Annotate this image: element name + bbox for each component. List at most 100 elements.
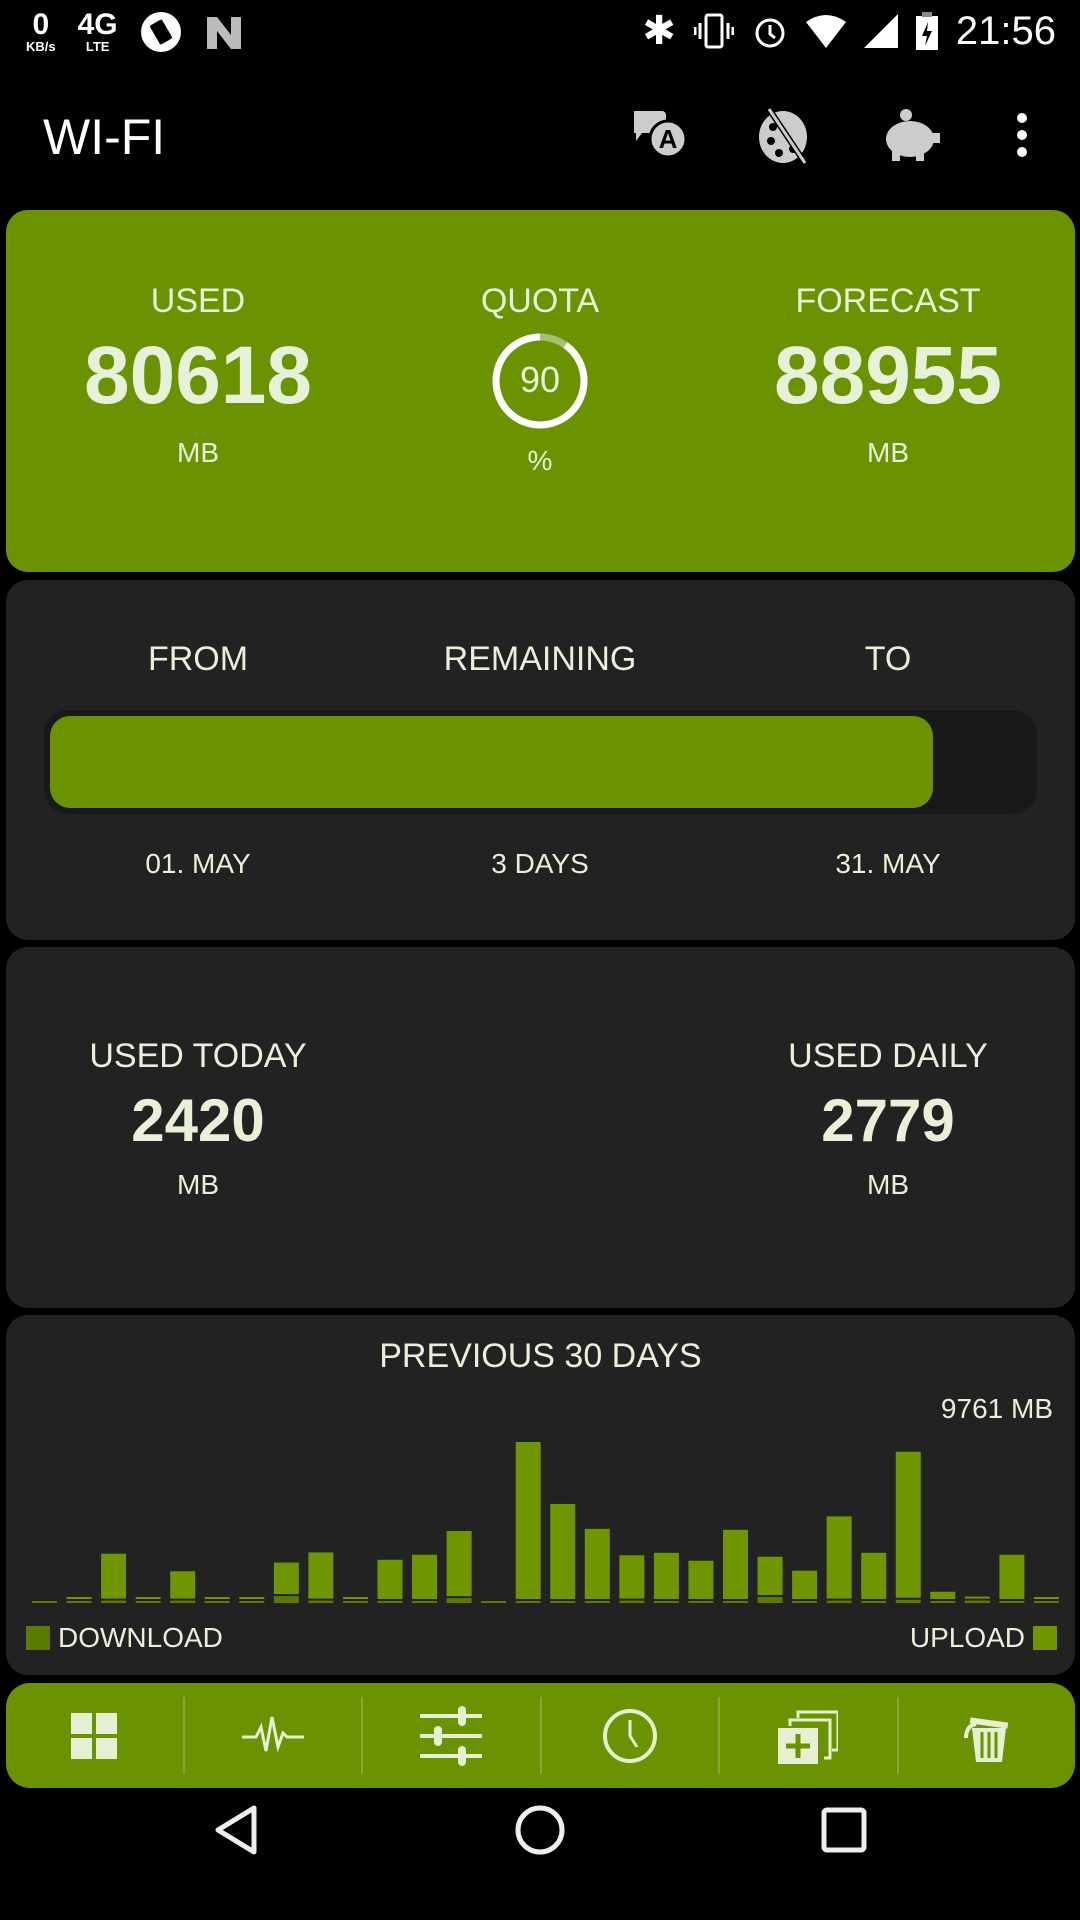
add-button[interactable]: [718, 1697, 897, 1774]
piggy-bank-icon[interactable]: [880, 105, 940, 165]
delete-button[interactable]: [896, 1697, 1076, 1774]
daily-card: USED TODAY 2420 MB USED DAILY 2779 MB: [6, 947, 1075, 1308]
alarm-icon: [755, 18, 785, 48]
bar-download-day-18: [619, 1600, 645, 1603]
back-icon[interactable]: [208, 1800, 268, 1860]
bar-download-day-6: [204, 1601, 230, 1603]
forecast-label: FORECAST: [795, 282, 981, 320]
battery-charging-icon: [915, 12, 938, 50]
bar-download-day-13: [446, 1598, 472, 1603]
to-label: TO: [864, 640, 912, 678]
bar-download-day-17: [584, 1601, 610, 1603]
rotate-icon: [140, 11, 181, 52]
bar-download-day-26: [895, 1599, 921, 1603]
used-block: USED 80618 MB: [48, 282, 348, 469]
page-title: WI-FI: [43, 109, 166, 165]
bar-upload-day-29: [999, 1554, 1025, 1599]
wifi-icon: [805, 15, 846, 48]
bottom-toolbar: [6, 1683, 1075, 1788]
signal-icon: [863, 14, 898, 48]
palette-icon[interactable]: [755, 105, 815, 165]
bar-download-day-4: [135, 1601, 161, 1603]
bar-download-day-23: [792, 1601, 818, 1603]
sliders-icon: [420, 1705, 483, 1766]
from-value: 01. MAY: [145, 848, 251, 879]
add-copy-icon: [778, 1710, 839, 1764]
bar-upload-day-25: [861, 1552, 887, 1599]
bar-download-day-9: [308, 1600, 334, 1603]
network-label: 4G: [77, 8, 118, 41]
history-bar-chart: [32, 1442, 1059, 1603]
net-speed-value: 0: [32, 8, 50, 41]
bar-upload-day-28: [964, 1596, 990, 1599]
forecast-value: 88955: [773, 330, 1003, 421]
bar-download-day-25: [861, 1601, 887, 1603]
bar-download-day-12: [412, 1601, 438, 1603]
chart-max-label: 9761 MB: [940, 1393, 1053, 1424]
clock: 21:56: [955, 8, 1056, 53]
bar-upload-day-16: [550, 1503, 576, 1599]
remaining-value: 3 DAYS: [491, 848, 589, 879]
quota-gauge: 90: [490, 331, 590, 431]
settings-sliders-button[interactable]: [361, 1697, 540, 1774]
bar-download-day-15: [515, 1601, 541, 1603]
net-speed-unit: KB/s: [26, 39, 56, 54]
bar-upload-day-20: [688, 1560, 714, 1599]
bar-upload-day-30: [1033, 1597, 1059, 1599]
remaining-label: REMAINING: [443, 640, 637, 678]
bar-download-day-7: [239, 1601, 265, 1603]
quota-block: QUOTA 90 %: [390, 282, 690, 477]
recents-icon[interactable]: [814, 1800, 874, 1860]
bar-upload-day-19: [653, 1552, 679, 1599]
history-clock-icon: [602, 1708, 657, 1763]
legend-download: DOWNLOAD: [26, 1622, 223, 1654]
bar-upload-day-21: [723, 1529, 748, 1599]
legend-upload: UPLOAD: [910, 1622, 1057, 1654]
used-daily-value: 2779: [821, 1087, 955, 1154]
bar-download-day-3: [101, 1600, 127, 1603]
from-label: FROM: [147, 640, 249, 678]
legend-upload-label: UPLOAD: [909, 1622, 1025, 1653]
bar-upload-day-4: [135, 1597, 161, 1599]
used-value: 80618: [83, 330, 313, 421]
quota-unit: %: [527, 445, 553, 476]
trash-icon: [963, 1716, 1008, 1762]
to-value: 31. MAY: [835, 848, 941, 879]
bar-download-day-20: [688, 1601, 714, 1603]
bar-upload-day-23: [792, 1570, 818, 1599]
bar-upload-day-2: [66, 1597, 92, 1599]
legend-download-label: DOWNLOAD: [58, 1622, 223, 1653]
bar-upload-day-5: [170, 1571, 196, 1599]
more-vert-icon[interactable]: [992, 105, 1052, 165]
chart-title: PREVIOUS 30 DAYS: [379, 1337, 702, 1375]
forecast-block: FORECAST 88955 MB: [738, 282, 1038, 469]
bar-upload-day-13: [446, 1531, 472, 1597]
activity-button[interactable]: [182, 1697, 362, 1774]
bar-download-day-21: [723, 1601, 748, 1603]
quota-value: 90: [519, 359, 561, 400]
translate-icon[interactable]: A: [630, 105, 690, 165]
home-icon[interactable]: [510, 1800, 570, 1860]
period-progress-fill: [50, 716, 933, 808]
period-card: FROM REMAINING TO 01. MAY 3 DAYS 31. MAY: [6, 580, 1075, 940]
bar-download-day-14: [481, 1601, 507, 1603]
history-chart-card: PREVIOUS 30 DAYS 9761 MB DOWNLOAD UPLOAD: [6, 1315, 1075, 1675]
status-bar: 0 KB/s 4G LTE ✱ 21:56: [0, 0, 1080, 75]
bar-upload-day-12: [412, 1554, 438, 1599]
svg-text:A: A: [659, 124, 678, 154]
bar-upload-day-17: [584, 1528, 610, 1599]
network-type: 4G LTE: [77, 8, 118, 54]
bar-download-day-10: [342, 1601, 368, 1603]
bar-download-day-27: [930, 1601, 956, 1603]
forecast-unit: MB: [867, 437, 909, 468]
used-daily-unit: MB: [867, 1169, 909, 1200]
used-today-label: USED TODAY: [89, 1037, 307, 1075]
history-button[interactable]: [539, 1697, 719, 1774]
bar-download-day-5: [170, 1600, 196, 1603]
used-today-unit: MB: [177, 1169, 219, 1200]
legend-upload-swatch: [1033, 1626, 1057, 1650]
used-label: USED: [150, 282, 246, 320]
dashboard-button[interactable]: [6, 1697, 183, 1774]
bar-upload-day-27: [930, 1591, 956, 1599]
bar-download-day-2: [66, 1601, 92, 1603]
